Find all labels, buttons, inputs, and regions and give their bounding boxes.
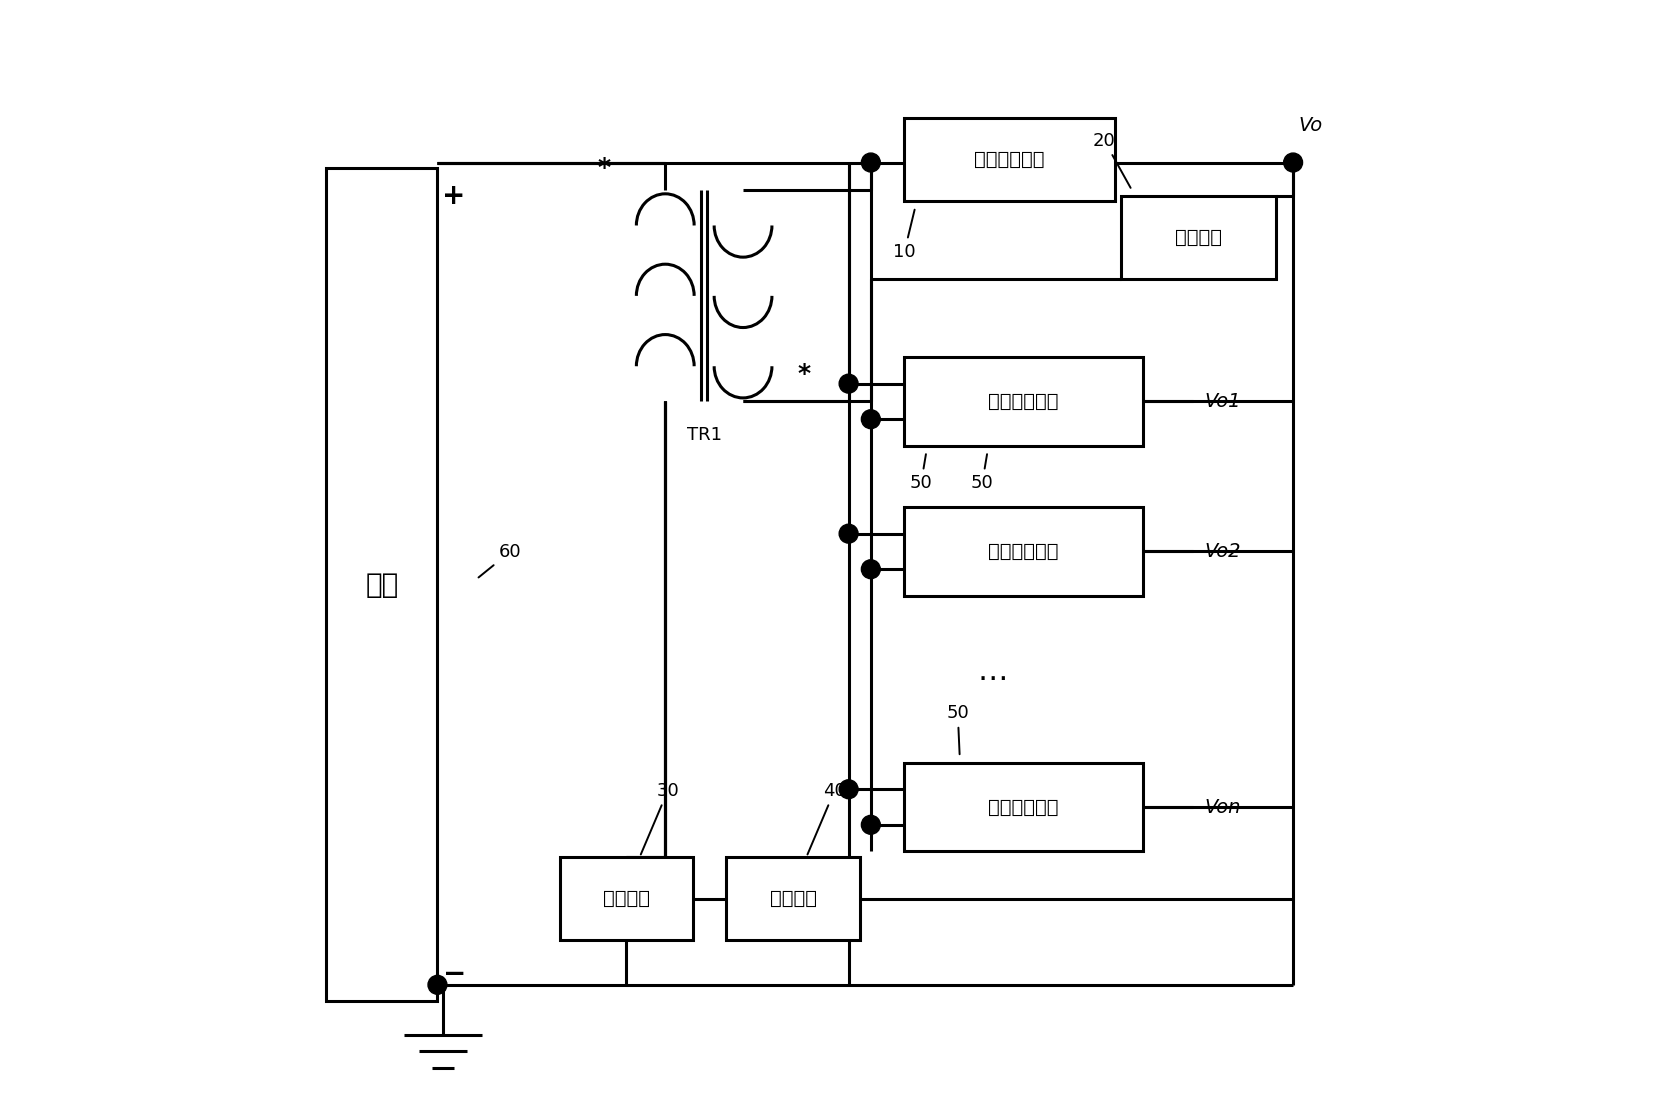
Bar [905,507,1142,596]
Text: TR1: TR1 [687,426,722,443]
Text: 反馈单元: 反馈单元 [769,889,816,908]
Circle shape [839,525,858,544]
Bar [905,356,1142,446]
Circle shape [429,976,447,995]
Text: 开关单元: 开关单元 [603,889,650,908]
Text: 10: 10 [893,209,916,261]
Text: *: * [797,362,811,385]
Text: ⋯: ⋯ [978,665,1008,694]
Text: 40: 40 [807,782,846,854]
Text: 正激变换单元: 正激变换单元 [988,798,1059,817]
Circle shape [839,780,858,799]
Bar [559,857,693,940]
Circle shape [861,815,881,834]
Circle shape [861,559,881,578]
Text: Vo1: Vo1 [1204,392,1241,411]
Text: 滤波单元: 滤波单元 [1176,228,1223,247]
Circle shape [839,374,858,393]
Text: 50: 50 [971,455,993,492]
Circle shape [861,410,881,429]
Bar [1121,196,1276,280]
Text: 50: 50 [910,455,933,492]
Text: Vo: Vo [1298,116,1323,135]
Text: 30: 30 [642,782,678,854]
Text: 20: 20 [1094,131,1131,188]
Text: 正激变换单元: 正激变换单元 [988,392,1059,411]
Text: 50: 50 [946,704,970,754]
Bar [327,168,437,1001]
Text: Von: Von [1204,798,1241,817]
Text: −: − [442,959,466,988]
Text: 电源: 电源 [365,570,399,599]
Text: +: + [442,182,466,209]
Circle shape [861,153,881,172]
Text: Vo2: Vo2 [1204,541,1241,561]
Circle shape [1283,153,1303,172]
Text: 60: 60 [479,543,521,577]
Bar [905,763,1142,851]
Bar [727,857,859,940]
Text: 单向导通单元: 单向导通单元 [975,150,1045,169]
Text: *: * [598,156,611,180]
Bar [905,118,1116,202]
Text: 正激变换单元: 正激变换单元 [988,541,1059,561]
